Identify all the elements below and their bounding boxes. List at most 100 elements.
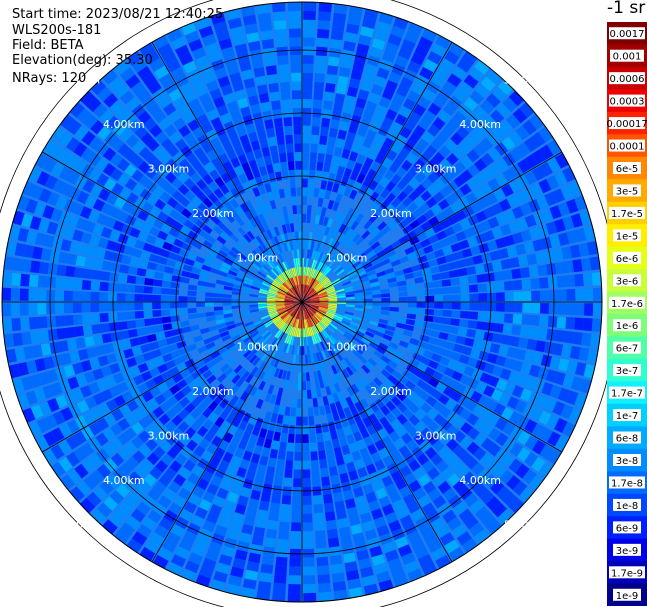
range-gate-cell <box>276 547 288 558</box>
range-gate-cell <box>145 180 158 193</box>
range-gate-cell <box>324 153 333 164</box>
colorbar-label-box <box>609 139 645 152</box>
range-gate-cell <box>177 183 190 196</box>
range-gate-cell <box>181 208 192 219</box>
range-gate-cell <box>168 502 182 516</box>
range-gate-cell <box>386 149 398 161</box>
range-gate-cell <box>418 36 434 50</box>
range-gate-cell <box>164 266 175 274</box>
range-gate-cell <box>524 376 537 390</box>
range-gate-cell <box>157 339 168 348</box>
range-gate-cell <box>218 326 228 334</box>
range-gate-cell <box>315 242 321 252</box>
range-gate-cell <box>561 344 572 358</box>
range-gate-cell <box>474 432 487 446</box>
range-gate-cell <box>55 394 68 409</box>
range-gate-cell <box>326 247 333 257</box>
range-gate-cell <box>234 43 248 55</box>
range-gate-cell <box>285 280 292 289</box>
range-gate-cell <box>51 236 64 250</box>
range-gate-cell <box>139 42 156 58</box>
range-gate-cell <box>476 273 487 283</box>
range-gate-cell <box>170 554 186 568</box>
range-gate-cell <box>318 291 327 296</box>
range-gate-cell <box>320 341 326 351</box>
range-gate-cell <box>369 46 383 59</box>
range-gate-cell <box>413 225 424 236</box>
range-gate-cell <box>314 214 320 225</box>
range-gate-cell <box>346 131 356 143</box>
range-gate-cell <box>557 358 570 372</box>
range-gate-cell <box>267 308 277 313</box>
range-gate-cell <box>214 125 226 137</box>
range-gate-cell <box>537 367 549 380</box>
range-gate-cell <box>76 190 90 205</box>
range-gate-cell <box>183 459 196 472</box>
range-gate-cell <box>547 157 561 173</box>
range-gate-cell <box>120 339 132 350</box>
range-gate-cell <box>541 382 554 396</box>
range-gate-cell <box>102 162 116 177</box>
range-gate-cell <box>287 279 294 288</box>
range-gate-cell <box>425 302 435 309</box>
range-gate-cell <box>99 480 114 495</box>
range-gate-cell <box>327 537 340 548</box>
range-gate-cell <box>98 403 111 416</box>
range-gate-cell <box>481 341 492 352</box>
range-gate-cell <box>364 405 374 417</box>
field-label: Field: BETA <box>12 38 84 53</box>
range-gate-cell <box>284 125 293 136</box>
range-gate-cell <box>302 293 304 302</box>
range-gate-cell <box>58 456 73 473</box>
range-gate-cell <box>532 439 546 455</box>
range-gate-cell <box>288 317 294 326</box>
range-gate-cell <box>423 384 435 395</box>
range-gate-cell <box>249 218 258 228</box>
range-label: 2.00km <box>192 385 234 398</box>
range-gate-cell <box>388 71 402 84</box>
range-gate-cell <box>420 164 433 177</box>
range-gate-cell <box>252 186 261 198</box>
range-gate-cell <box>299 240 302 250</box>
range-gate-cell <box>380 288 390 294</box>
range-gate-cell <box>305 310 310 319</box>
range-gate-cell <box>296 345 300 355</box>
range-gate-cell <box>254 472 265 484</box>
range-gate-cell <box>328 546 341 557</box>
range-gate-cell <box>473 447 487 461</box>
range-gate-cell <box>340 398 349 409</box>
range-gate-cell <box>368 342 379 350</box>
range-gate-cell <box>458 81 474 96</box>
range-gate-cell <box>123 245 134 256</box>
range-gate-cell <box>269 448 278 459</box>
range-gate-cell <box>245 123 256 134</box>
range-gate-cell <box>345 293 355 298</box>
range-gate-cell <box>394 478 408 491</box>
range-gate-cell <box>373 350 384 359</box>
range-gate-cell <box>266 365 273 375</box>
range-gate-cell <box>520 202 533 216</box>
range-gate-cell <box>296 310 300 320</box>
range-gate-cell <box>146 452 160 466</box>
range-gate-cell <box>202 173 214 186</box>
range-gate-cell <box>493 188 506 201</box>
range-gate-cell <box>581 257 592 272</box>
range-gate-cell <box>55 277 65 289</box>
range-gate-cell <box>276 292 286 297</box>
range-gate-cell <box>221 334 232 342</box>
range-gate-cell <box>152 317 163 325</box>
colorbar-label-box <box>609 476 645 489</box>
range-gate-cell <box>369 277 379 284</box>
range-gate-cell <box>460 293 470 302</box>
range-gate-cell <box>248 131 258 143</box>
range-gate-cell <box>438 331 449 341</box>
range-gate-cell <box>287 316 294 325</box>
range-gate-cell <box>255 75 267 87</box>
range-gate-cell <box>407 530 422 544</box>
range-gate-cell <box>297 204 302 214</box>
range-gate-cell <box>273 574 287 584</box>
range-gate-cell <box>503 381 516 395</box>
range-gate-cell <box>554 371 566 386</box>
range-gate-cell <box>303 531 314 541</box>
range-gate-cell <box>433 309 443 317</box>
